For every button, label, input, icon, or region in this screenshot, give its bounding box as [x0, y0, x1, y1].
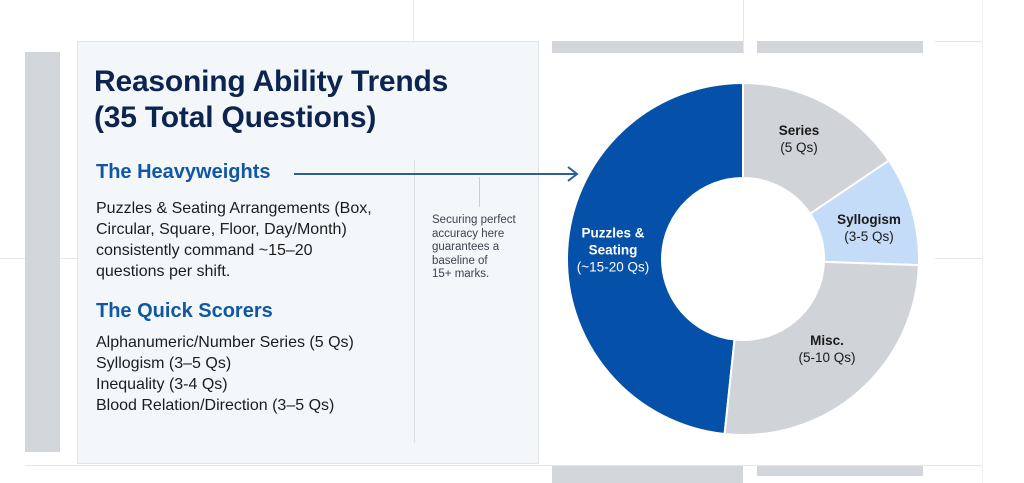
- bg-grid-line: [25, 465, 982, 466]
- slice-name: Misc.: [810, 333, 844, 348]
- callout-line: Securing perfect: [432, 214, 516, 226]
- heavyweights-description: Puzzles & Seating Arrangements (Box, Cir…: [96, 198, 372, 282]
- slice-value: (3-5 Qs): [844, 229, 894, 244]
- bg-grid-line: [935, 258, 982, 259]
- list-item: Alphanumeric/Number Series (5 Qs): [96, 334, 354, 351]
- slice-name: Syllogism: [837, 212, 901, 227]
- list-item: Syllogism (3–5 Qs): [96, 355, 232, 372]
- slice-label-series: Series (5 Qs): [779, 122, 820, 156]
- title-line-1: Reasoning Ability Trends: [94, 65, 449, 98]
- bg-grid-line: [743, 0, 744, 54]
- bg-grid-line: [982, 0, 983, 483]
- list-item: Inequality (3-4 Qs): [96, 376, 228, 393]
- donut-slice: [723, 260, 920, 436]
- heavyweights-heading: The Heavyweights: [96, 161, 271, 183]
- description-line: questions per shift.: [96, 263, 231, 280]
- description-line: Puzzles & Seating Arrangements (Box,: [96, 200, 372, 217]
- quick-scorers-list: Alphanumeric/Number Series (5 Qs) Syllog…: [96, 332, 354, 416]
- info-panel: [77, 41, 539, 464]
- bg-placeholder-bar: [25, 52, 60, 452]
- slice-name: Seating: [588, 242, 638, 258]
- list-item: Blood Relation/Direction (3–5 Qs): [96, 397, 335, 414]
- slice-value: (~15-20 Qs): [576, 259, 650, 275]
- slice-label-puzzles: Puzzles & Seating (~15-20 Qs): [577, 225, 649, 276]
- description-line: consistently command ~15–20: [96, 242, 313, 259]
- arrow-head-icon: [567, 166, 579, 182]
- pointer-arrow-line: [294, 173, 576, 175]
- slice-name: Series: [778, 123, 820, 138]
- slice-label-misc: Misc. (5-10 Qs): [798, 332, 855, 366]
- donut-slice: [742, 81, 891, 216]
- slice-name: Puzzles &: [581, 225, 645, 241]
- callout-line: 15+ marks.: [432, 268, 490, 280]
- callout-line: baseline of: [432, 254, 488, 267]
- description-line: Circular, Square, Floor, Day/Month): [96, 221, 347, 238]
- slice-value: (5-10 Qs): [798, 350, 856, 365]
- panel-column-divider: [414, 160, 415, 443]
- bg-placeholder-bar: [757, 466, 923, 476]
- bg-placeholder-bar: [757, 41, 923, 53]
- bg-placeholder-bar: [552, 466, 743, 483]
- donut-slice: [566, 81, 744, 436]
- slice-label-syllogism: Syllogism (3-5 Qs): [837, 211, 901, 245]
- page-title: Reasoning Ability Trends (35 Total Quest…: [94, 64, 448, 136]
- quick-scorers-heading: The Quick Scorers: [96, 300, 273, 322]
- slice-value: (5 Qs): [780, 140, 818, 155]
- title-line-2: (35 Total Questions): [94, 101, 377, 134]
- bg-placeholder-bar: [552, 41, 743, 53]
- callout-note: Securing perfect accuracy here guarantee…: [432, 214, 516, 282]
- bg-grid-line: [935, 41, 982, 42]
- callout-line: accuracy here: [432, 227, 505, 240]
- callout-connector: [479, 177, 480, 207]
- bg-grid-line: [413, 0, 414, 41]
- callout-line: guarantees a: [432, 241, 500, 253]
